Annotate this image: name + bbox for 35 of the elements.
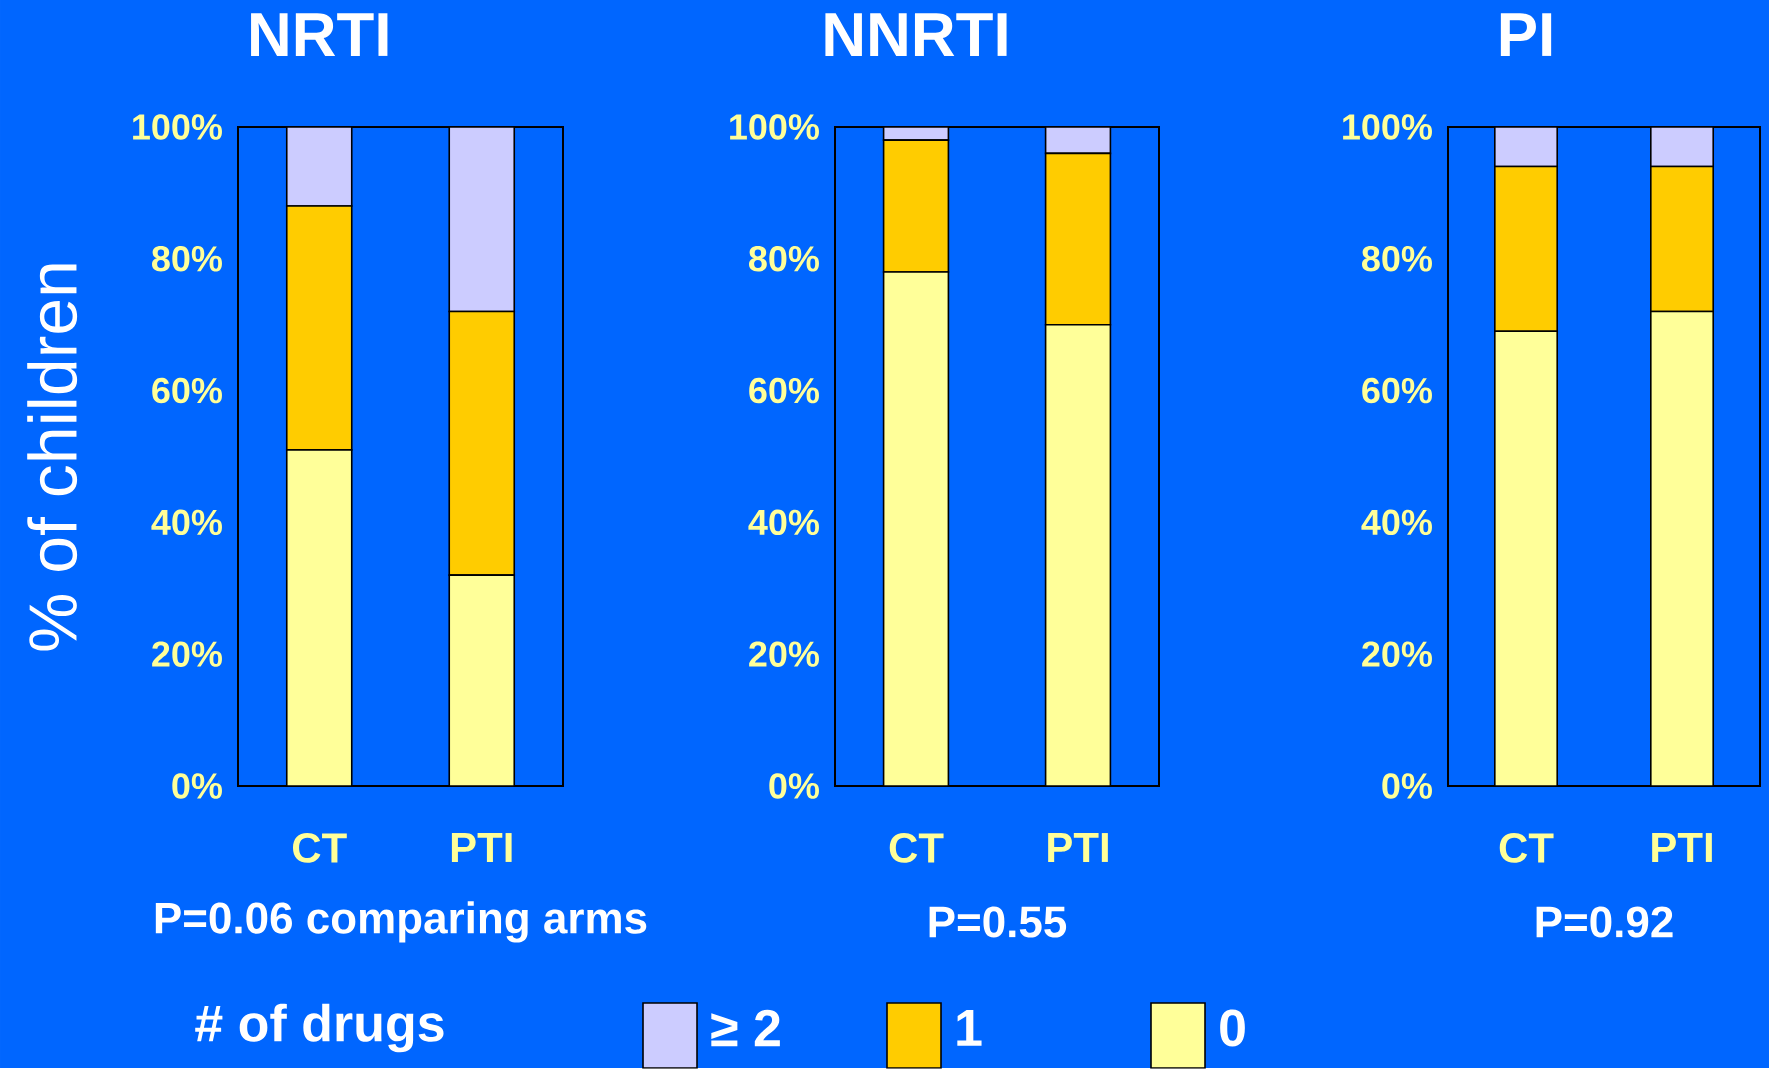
y-tick-label: 20%: [1362, 641, 1432, 668]
y-tick-label: 20%: [749, 641, 819, 668]
y-tick-label: 0%: [172, 773, 222, 799]
x-tick-label: PTI: [1048, 833, 1108, 863]
y-tick-label: 40%: [748, 509, 819, 536]
x-tick-label: PTI: [451, 833, 512, 863]
legend-title: # of drugs: [195, 1003, 444, 1053]
y-tick-label: 100%: [133, 114, 222, 140]
text: P=0.55: [929, 906, 1067, 938]
y-tick-label: 0%: [1382, 773, 1432, 799]
text: P=0.06 comparing arms: [155, 901, 647, 943]
chart-title: PI: [1500, 13, 1552, 57]
y-tick-label: 60%: [749, 377, 819, 404]
x-tick-label: CT: [889, 833, 944, 863]
x-tick-label: CT: [1499, 833, 1554, 863]
y-tick-label: 60%: [1362, 377, 1432, 404]
y-axis-title: % of children: [27, 264, 78, 651]
y-tick-label: 60%: [152, 377, 222, 404]
y-tick-label: 40%: [1361, 509, 1432, 536]
x-tick-label: CT: [292, 833, 347, 863]
y-tick-label: 80%: [152, 246, 222, 272]
x-tick-label: PTI: [1652, 833, 1712, 863]
y-tick-label: 100%: [730, 114, 819, 140]
text: P=0.92: [1536, 906, 1673, 938]
y-tick-label: 0%: [769, 773, 819, 799]
y-tick-label: 100%: [1343, 114, 1432, 140]
y-tick-label: 80%: [749, 246, 819, 272]
y-tick-label: 40%: [151, 509, 222, 536]
legend-label: 1: [957, 1010, 982, 1046]
legend-label: 0: [1220, 1009, 1245, 1047]
legend-label: ≥ 2: [711, 1009, 780, 1047]
y-tick-label: 20%: [152, 641, 222, 668]
chart-title: NRTI: [251, 13, 388, 57]
y-tick-label: 80%: [1362, 246, 1432, 272]
chart-title: NNRTI: [825, 13, 1007, 57]
